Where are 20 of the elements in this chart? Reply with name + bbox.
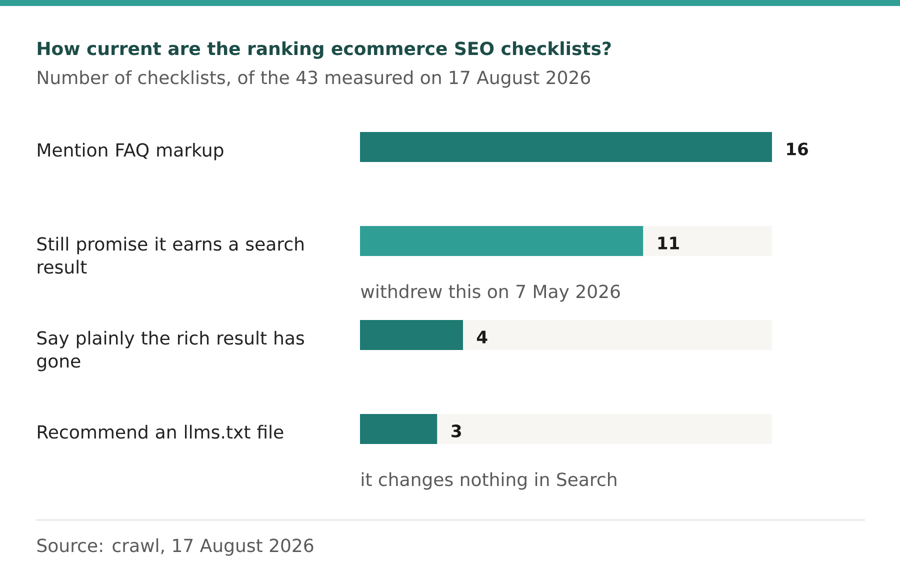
data-label: 16: [787, 142, 808, 156]
data-label: 4: [476, 330, 488, 344]
chart-subtitle: Number of checklists, of the 43 measured on 17 August 2026: [38, 70, 590, 88]
bar: [463, 320, 772, 350]
y-tick-label: Recommend an llms.txt file: [38, 424, 284, 439]
bar: [360, 320, 463, 350]
bar: [643, 226, 772, 256]
y-tick-label: Mention FAQ markup: [38, 142, 224, 160]
annotation: it changes nothing in Search: [362, 472, 616, 490]
y-tick-label: Say plainly the rich result has gone: [37, 330, 304, 372]
source-note: Source: crawl, 17 August 2026: [37, 538, 314, 556]
y-tick-label: Still promise it earns a search result: [37, 236, 304, 274]
bar: [360, 226, 644, 256]
bar: [360, 132, 772, 162]
chart-title: How current are the ranking ecommerce SEO checklists?: [38, 41, 611, 59]
annotation: withdrew this on 7 May 2026: [360, 284, 620, 302]
bar: [360, 414, 438, 444]
data-label: 11: [658, 236, 679, 250]
data-label: 3: [452, 424, 461, 438]
bar: [437, 414, 772, 444]
